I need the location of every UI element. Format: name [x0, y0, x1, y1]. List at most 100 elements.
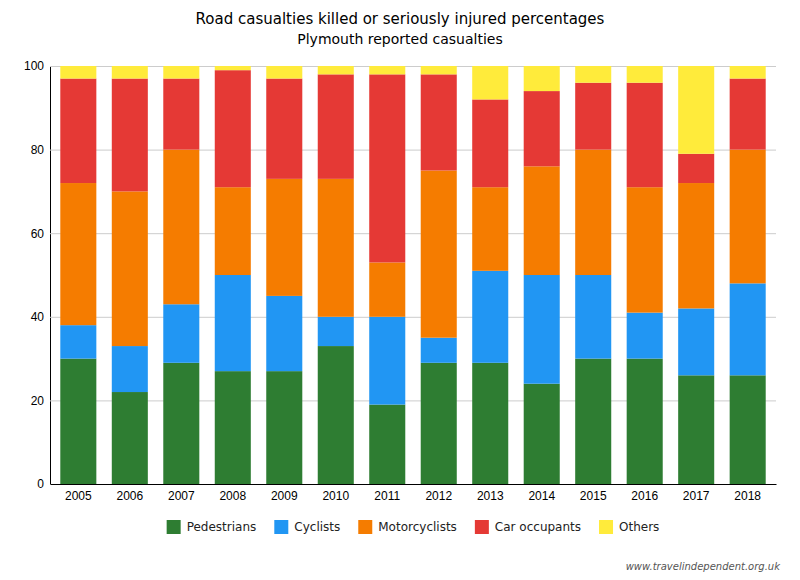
- x-tick-label: 2009: [271, 489, 298, 503]
- x-axis: 2005200620072008200920102011201220132014…: [51, 484, 777, 503]
- bar-segment: [369, 66, 405, 74]
- x-tick: 2011: [374, 484, 400, 503]
- bar-segment: [730, 66, 766, 79]
- bar-segment: [472, 363, 508, 484]
- bar-segment: [112, 66, 148, 79]
- bar-segment: [472, 187, 508, 271]
- bar-segment: [266, 179, 302, 296]
- legend-swatch: [475, 520, 489, 534]
- bar-segment: [369, 262, 405, 316]
- bar-segment: [369, 317, 405, 405]
- bar-segment: [678, 308, 714, 375]
- bar-segment: [215, 187, 251, 275]
- bars: [60, 66, 765, 484]
- bar-segment: [421, 363, 457, 484]
- bar-segment: [421, 338, 457, 363]
- bar-segment: [215, 66, 251, 70]
- y-axis-line: [51, 67, 777, 485]
- bar-segment: [472, 99, 508, 187]
- grid-line: [50, 317, 776, 318]
- x-tick: 2005: [65, 484, 92, 503]
- bar-segment: [369, 74, 405, 262]
- bar-segment: [472, 271, 508, 363]
- bar-segment: [60, 325, 96, 358]
- series: [60, 346, 765, 484]
- bar-segment: [112, 392, 148, 484]
- y-tick-label: 20: [31, 394, 45, 408]
- bar-segment: [730, 150, 766, 284]
- chart-container: Road casualties killed or seriously inju…: [0, 0, 800, 580]
- bar-segment: [215, 70, 251, 187]
- bar-segment: [318, 346, 354, 484]
- y-axis: 020406080100: [24, 59, 776, 491]
- bar-segment: [266, 296, 302, 371]
- y-tick-label: 60: [31, 227, 45, 241]
- bar-segment: [678, 183, 714, 308]
- bar-segment: [163, 150, 199, 305]
- bar-segment: [318, 74, 354, 179]
- x-tick: 2017: [683, 484, 710, 503]
- legend-swatch: [599, 520, 613, 534]
- bar-segment: [627, 66, 663, 83]
- bar-segment: [112, 79, 148, 192]
- bar-segment: [524, 66, 560, 91]
- grid-line: [50, 233, 776, 234]
- legend-swatch: [358, 520, 372, 534]
- bar-segment: [318, 179, 354, 317]
- y-tick-label: 0: [37, 477, 44, 491]
- bar-segment: [421, 171, 457, 338]
- x-tick-label: 2017: [683, 489, 710, 503]
- bar-segment: [60, 183, 96, 325]
- bar-segment: [266, 79, 302, 179]
- x-tick-label: 2007: [168, 489, 195, 503]
- grid-line: [50, 484, 776, 485]
- x-tick-label: 2005: [65, 489, 92, 503]
- bar-segment: [318, 66, 354, 74]
- bar-segment: [112, 191, 148, 346]
- bar-segment: [369, 405, 405, 484]
- x-tick-label: 2016: [631, 489, 658, 503]
- legend-swatch: [274, 520, 288, 534]
- bar-segment: [627, 313, 663, 359]
- legend-swatch: [167, 520, 181, 534]
- bar-segment: [524, 166, 560, 275]
- bar-segment: [266, 66, 302, 79]
- bar-segment: [575, 359, 611, 484]
- x-tick: 2016: [631, 484, 658, 503]
- y-tick-label: 100: [24, 59, 44, 73]
- bar-segment: [678, 375, 714, 484]
- grid-line: [50, 150, 776, 151]
- x-tick: 2008: [219, 484, 246, 503]
- bar-segment: [627, 83, 663, 188]
- x-tick-label: 2010: [322, 489, 349, 503]
- y-tick: 0: [37, 477, 776, 491]
- legend-label: Cyclists: [294, 520, 340, 534]
- y-tick-label: 40: [31, 310, 45, 324]
- plot-area: 0204060801002005200620072008200920102011…: [24, 59, 777, 502]
- title: Road casualties killed or seriously inju…: [196, 10, 605, 28]
- bar-segment: [163, 363, 199, 484]
- x-tick: 2006: [116, 484, 143, 503]
- x-axis-line: [51, 484, 777, 485]
- bar-segment: [163, 304, 199, 363]
- subtitle: Plymouth reported casualties: [297, 31, 502, 47]
- bar-segment: [678, 66, 714, 154]
- bar-segment: [421, 66, 457, 74]
- x-tick-label: 2018: [734, 489, 761, 503]
- bar-segment: [60, 359, 96, 484]
- x-tick: 2015: [580, 484, 607, 503]
- x-tick-label: 2015: [580, 489, 607, 503]
- bar-segment: [318, 317, 354, 346]
- x-tick: 2018: [734, 484, 761, 503]
- bar-segment: [163, 79, 199, 150]
- bar-segment: [421, 74, 457, 170]
- bar-segment: [575, 275, 611, 359]
- x-tick-label: 2006: [116, 489, 143, 503]
- x-tick: 2009: [271, 484, 298, 503]
- bar-segment: [524, 384, 560, 484]
- series: [60, 70, 765, 262]
- legend-item: Motorcyclists: [358, 520, 457, 534]
- legend: PedestriansCyclistsMotorcyclistsCar occu…: [167, 520, 660, 534]
- x-tick-label: 2013: [477, 489, 504, 503]
- bar-segment: [627, 187, 663, 312]
